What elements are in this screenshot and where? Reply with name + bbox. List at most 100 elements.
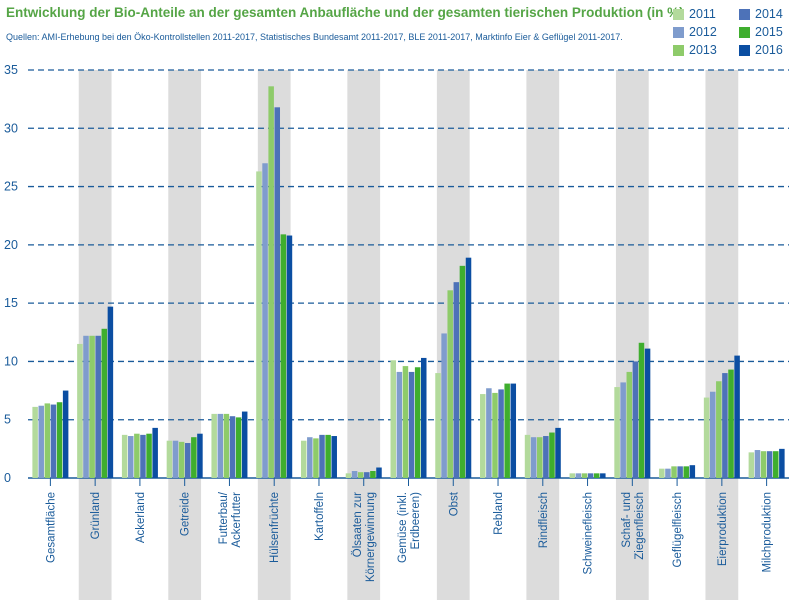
x-tick-label-line: Grünland [90, 492, 102, 539]
bar [683, 466, 689, 478]
bar [659, 468, 665, 478]
bar [262, 163, 268, 478]
category-band [168, 70, 202, 600]
bar [56, 402, 63, 478]
y-tick-label: 30 [4, 121, 18, 135]
bar [414, 367, 421, 478]
bar [77, 343, 83, 478]
x-tick-label-line: Hülsenfrüchte [269, 492, 281, 563]
bar [345, 473, 352, 478]
bar [677, 466, 683, 478]
bar [510, 383, 517, 478]
y-tick-label: 0 [4, 471, 11, 485]
x-tick-label-line: Futterbau/ [218, 491, 230, 544]
x-tick-label: Ölsaaten zur Körnergewinnung [352, 492, 377, 582]
bar [549, 432, 555, 478]
y-tick-label: 15 [4, 296, 18, 310]
y-tick-label: 20 [4, 238, 18, 252]
bar [274, 107, 281, 478]
bar [480, 394, 486, 478]
x-tick-label: Geflügelfleisch [672, 492, 684, 567]
bar [325, 434, 331, 478]
x-tick-label-line: Schaf- und [621, 492, 633, 548]
x-tick-label: Schaf- und Ziegenfleisch [621, 492, 646, 560]
x-tick-label: Eierproduktion [717, 492, 729, 566]
legend-swatch [673, 9, 684, 20]
x-tick-label: Rebland [493, 492, 505, 535]
bar [331, 436, 337, 478]
x-tick-label: Getreide [180, 492, 192, 536]
x-tick-label-line: Milchproduktion [762, 492, 774, 573]
bar [217, 413, 224, 478]
legend-label: 2012 [689, 25, 717, 39]
legend-swatch [739, 27, 750, 38]
bar [754, 450, 761, 478]
bar [734, 355, 740, 478]
bar [286, 235, 293, 478]
bar [152, 427, 158, 478]
bar [773, 451, 779, 478]
y-tick-label: 35 [4, 63, 18, 77]
bar [703, 397, 710, 478]
bar [728, 369, 734, 478]
x-tick-label-line: Ölsaaten zur [352, 492, 364, 557]
legend-swatch [739, 9, 750, 20]
bar [184, 443, 191, 478]
x-tick-label-line: Eierproduktion [717, 492, 729, 566]
x-tick-label-line: Rebland [493, 492, 505, 535]
bar [543, 436, 549, 478]
bar [593, 473, 600, 478]
x-tick-label: Ackerland [135, 492, 147, 543]
bar [716, 381, 722, 478]
x-tick-label-line: Rindfleisch [538, 492, 550, 548]
legend-label: 2014 [755, 7, 783, 21]
bar [101, 328, 108, 478]
legend-swatch [673, 27, 684, 38]
category-band [526, 70, 560, 600]
bar [166, 440, 173, 478]
x-tick-label-line: Gemüse (inkl. [397, 492, 409, 563]
x-tick-label: Milchproduktion [762, 492, 774, 573]
bar [671, 466, 677, 478]
bar [581, 473, 588, 478]
bar [644, 348, 651, 478]
bar [486, 388, 492, 478]
bar [191, 437, 197, 478]
bar [229, 416, 236, 478]
x-tick-label: Schweinefleisch [583, 492, 595, 574]
y-tick-label: 10 [4, 354, 18, 368]
bar [402, 366, 409, 478]
bar [268, 86, 274, 478]
x-tick-label-line: Kartoffeln [314, 492, 326, 541]
bar [760, 451, 767, 478]
x-tick-label-line: Erdbeeren) [410, 492, 422, 550]
bar [390, 360, 396, 478]
y-tick-label: 5 [4, 413, 11, 427]
bar [620, 382, 626, 478]
bar [524, 434, 531, 478]
bar [587, 473, 594, 478]
bar [504, 383, 510, 478]
bar [709, 391, 716, 478]
legend-swatch [739, 45, 750, 56]
bar [459, 265, 466, 478]
bar [748, 452, 755, 478]
bar [140, 434, 146, 478]
x-tick-label: Rindfleisch [538, 492, 550, 548]
bar [569, 473, 576, 478]
x-tick-label: Gesamtfläche [45, 492, 57, 563]
bar [50, 404, 57, 478]
bar [453, 282, 460, 478]
x-tick-label-line: Schweinefleisch [583, 492, 595, 574]
x-tick-label: Grünland [90, 492, 102, 539]
bar [223, 413, 230, 478]
bar [95, 335, 101, 478]
legend-label: 2013 [689, 43, 717, 57]
bar [530, 437, 537, 478]
x-tick-label: Kartoffeln [314, 492, 326, 541]
x-tick-label-line: Ackerfutter [231, 492, 243, 548]
bar [32, 406, 38, 478]
bar [632, 361, 639, 478]
bar [689, 465, 696, 478]
